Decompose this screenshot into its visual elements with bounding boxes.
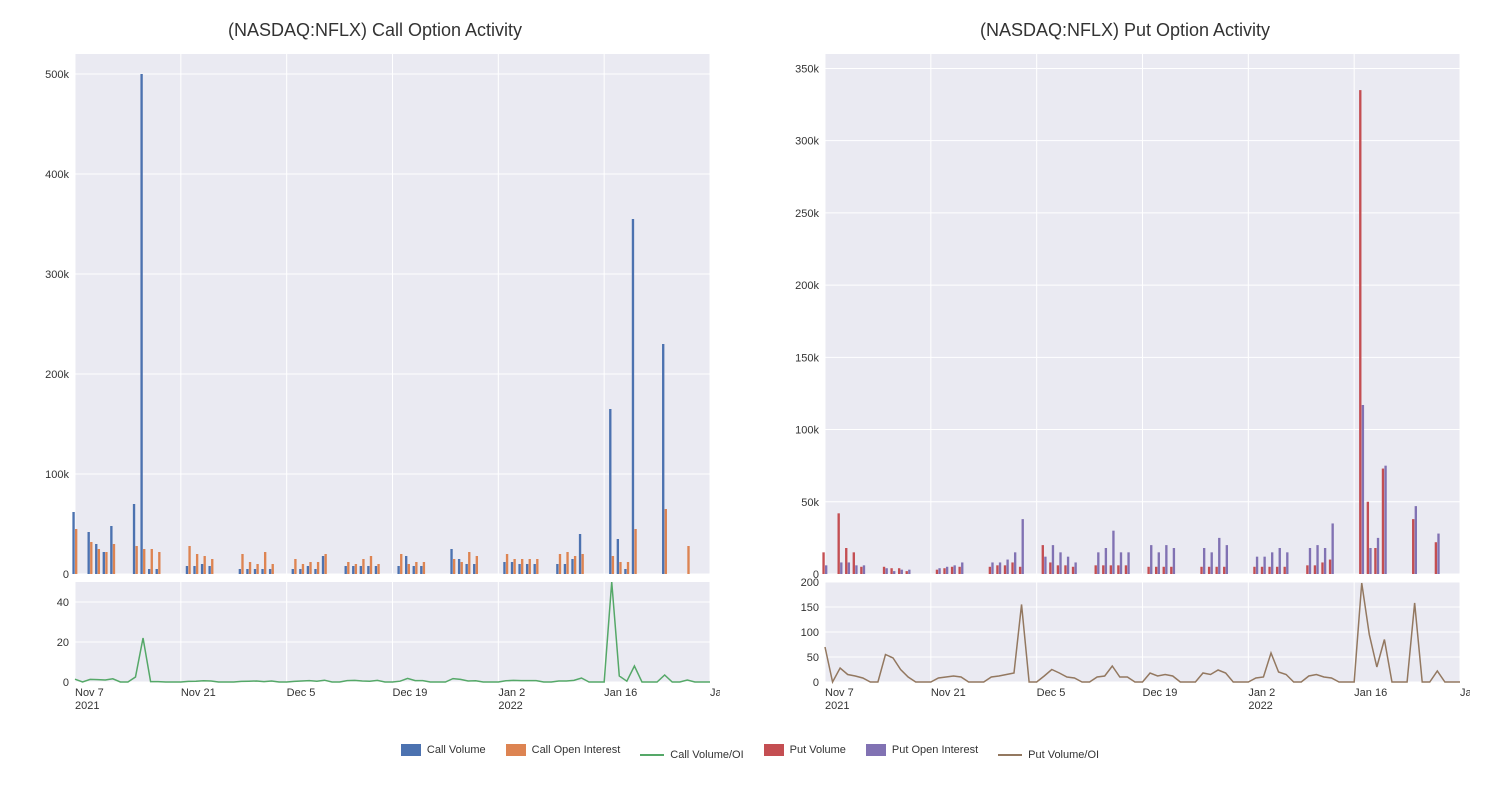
legend-swatch xyxy=(506,744,526,756)
svg-text:20: 20 xyxy=(57,637,69,649)
svg-text:Jan 30: Jan 30 xyxy=(1460,687,1470,699)
svg-text:2022: 2022 xyxy=(1248,700,1272,712)
legend-swatch xyxy=(764,744,784,756)
svg-text:Nov 21: Nov 21 xyxy=(181,687,216,699)
legend: Call Volume Call Open Interest Call Volume… xyxy=(20,744,1480,761)
svg-text:0: 0 xyxy=(813,677,819,689)
svg-text:300k: 300k xyxy=(45,269,69,281)
svg-text:Jan 2: Jan 2 xyxy=(498,687,525,699)
put-svg: 050k100k150k200k250k300k350k050100150200… xyxy=(770,49,1470,729)
put-plot-wrap: 050k100k150k200k250k300k350k050100150200… xyxy=(770,49,1480,734)
svg-text:40: 40 xyxy=(57,597,69,609)
put-title: (NASDAQ:NFLX) Put Option Activity xyxy=(770,20,1480,41)
legend-label: Call Volume xyxy=(427,744,486,756)
legend-label: Put Open Interest xyxy=(892,744,978,756)
svg-text:Dec 5: Dec 5 xyxy=(287,687,316,699)
svg-text:Dec 19: Dec 19 xyxy=(393,687,428,699)
legend-item: Put Volume xyxy=(764,744,846,756)
legend-swatch xyxy=(401,744,421,756)
svg-text:Dec 19: Dec 19 xyxy=(1143,687,1178,699)
svg-text:100k: 100k xyxy=(795,425,819,437)
svg-text:150: 150 xyxy=(801,602,819,614)
svg-text:Nov 7: Nov 7 xyxy=(75,687,104,699)
legend-label: Call Open Interest xyxy=(532,744,621,756)
svg-text:2021: 2021 xyxy=(825,700,849,712)
svg-text:500k: 500k xyxy=(45,69,69,81)
svg-text:350k: 350k xyxy=(795,63,819,75)
legend-item: Call Volume/OI xyxy=(640,749,743,761)
legend-item: Put Volume/OI xyxy=(998,749,1099,761)
svg-text:Jan 2: Jan 2 xyxy=(1248,687,1275,699)
legend-item: Put Open Interest xyxy=(866,744,978,756)
svg-text:200k: 200k xyxy=(795,280,819,292)
call-title: (NASDAQ:NFLX) Call Option Activity xyxy=(20,20,730,41)
svg-text:50: 50 xyxy=(807,652,819,664)
legend-label: Put Volume/OI xyxy=(1028,749,1099,761)
svg-text:400k: 400k xyxy=(45,169,69,181)
svg-text:Jan 30: Jan 30 xyxy=(710,687,720,699)
svg-text:0: 0 xyxy=(63,569,69,581)
svg-text:Nov 21: Nov 21 xyxy=(931,687,966,699)
legend-label: Call Volume/OI xyxy=(670,749,743,761)
svg-text:Jan 16: Jan 16 xyxy=(1354,687,1387,699)
svg-text:50k: 50k xyxy=(801,497,819,509)
svg-text:100: 100 xyxy=(801,627,819,639)
svg-text:150k: 150k xyxy=(795,352,819,364)
svg-text:2021: 2021 xyxy=(75,700,99,712)
legend-item: Call Open Interest xyxy=(506,744,621,756)
svg-text:200k: 200k xyxy=(45,369,69,381)
svg-text:300k: 300k xyxy=(795,136,819,148)
svg-text:Nov 7: Nov 7 xyxy=(825,687,854,699)
svg-text:250k: 250k xyxy=(795,208,819,220)
legend-label: Put Volume xyxy=(790,744,846,756)
svg-text:2022: 2022 xyxy=(498,700,522,712)
chart-container: (NASDAQ:NFLX) Call Option Activity 0 100k… xyxy=(20,20,1480,734)
svg-text:200: 200 xyxy=(801,577,819,589)
legend-swatch xyxy=(866,744,886,756)
put-panel: (NASDAQ:NFLX) Put Option Activity 0 50k 10… xyxy=(770,20,1480,734)
legend-swatch xyxy=(640,754,664,756)
call-svg: 0 100k 200k 300k 400k 500k 0 20 40 Nov 72021 Nov 2… xyxy=(20,49,720,729)
call-plot-wrap: 0 100k 200k 300k 400k 500k 0 20 40 Nov 72021 Nov 2… xyxy=(20,49,730,734)
svg-text:0: 0 xyxy=(63,677,69,689)
svg-text:100k: 100k xyxy=(45,469,69,481)
call-panel: (NASDAQ:NFLX) Call Option Activity 0 100k… xyxy=(20,20,730,734)
svg-text:Dec 5: Dec 5 xyxy=(1037,687,1066,699)
legend-swatch xyxy=(998,754,1022,756)
svg-text:Jan 16: Jan 16 xyxy=(604,687,637,699)
legend-item: Call Volume xyxy=(401,744,486,756)
